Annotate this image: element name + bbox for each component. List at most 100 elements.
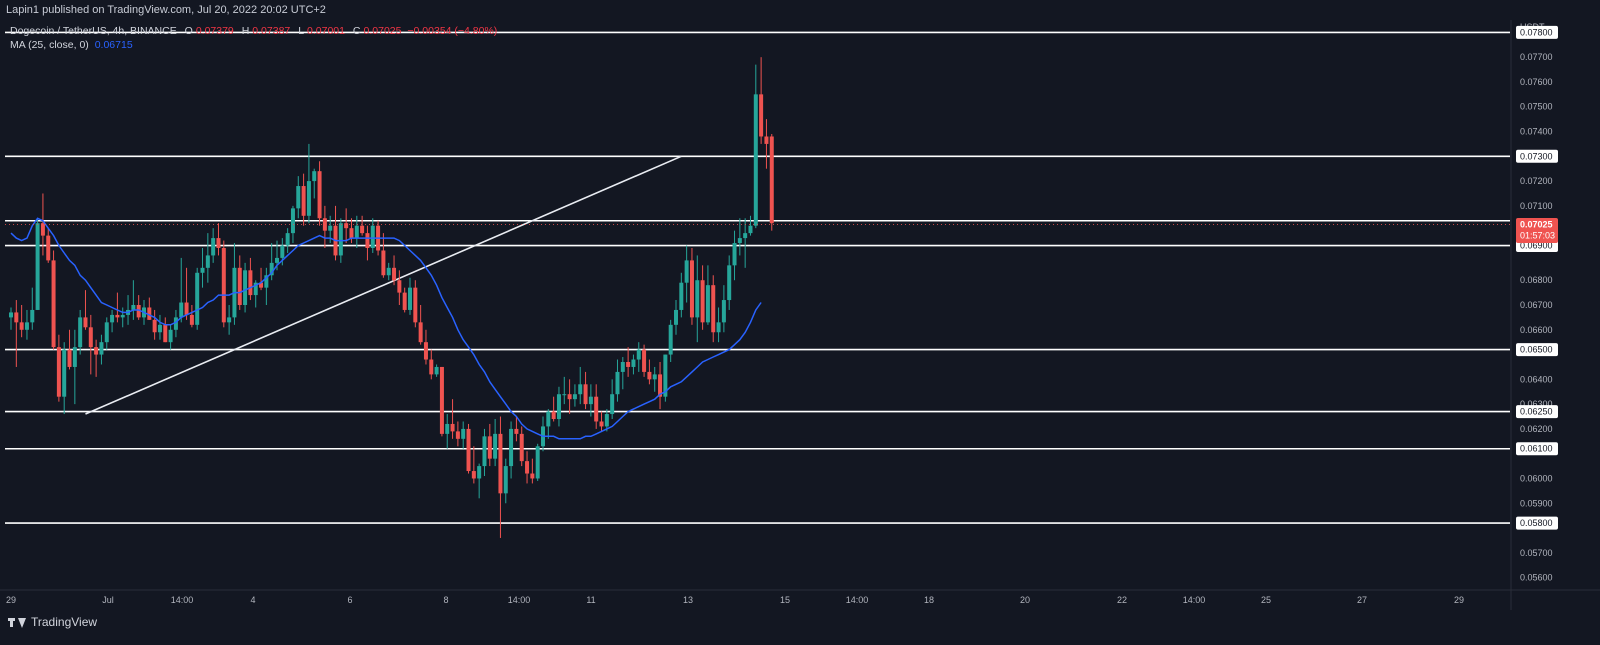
candle-down[interactable] — [418, 305, 423, 345]
candle-down[interactable] — [498, 416, 503, 538]
candle-down[interactable] — [14, 300, 19, 367]
candle-down[interactable] — [152, 309, 157, 340]
candle-down[interactable] — [317, 161, 322, 226]
candle-up[interactable] — [386, 262, 391, 281]
candle-down[interactable] — [689, 248, 694, 325]
candle-up[interactable] — [179, 257, 184, 323]
candle-up[interactable] — [157, 314, 162, 340]
candle-up[interactable] — [684, 245, 689, 303]
candle-down[interactable] — [147, 297, 152, 320]
candle-down[interactable] — [626, 347, 631, 377]
candle-up[interactable] — [556, 386, 561, 427]
candle-up[interactable] — [434, 364, 439, 377]
candle-down[interactable] — [711, 275, 716, 343]
candle-down[interactable] — [567, 379, 572, 415]
candle-up[interactable] — [610, 379, 615, 419]
candle-down[interactable] — [525, 451, 530, 484]
candle-down[interactable] — [551, 396, 556, 422]
candle-up[interactable] — [72, 329, 77, 405]
candle-up[interactable] — [509, 421, 514, 479]
level-price-label[interactable]: 0.07800 — [1516, 25, 1558, 39]
candle-down[interactable] — [40, 193, 45, 256]
candle-up[interactable] — [695, 255, 700, 343]
candle-down[interactable] — [163, 317, 168, 343]
candle-up[interactable] — [668, 319, 673, 362]
candle-down[interactable] — [237, 255, 242, 310]
candle-up[interactable] — [716, 307, 721, 343]
candle-up[interactable] — [408, 277, 412, 315]
level-price-label[interactable]: 0.05800 — [1516, 516, 1558, 530]
candle-up[interactable] — [546, 409, 551, 439]
candle-down[interactable] — [221, 240, 226, 328]
price-chart[interactable]: USDT0.077000.076000.075000.074000.072000… — [0, 0, 1600, 610]
candle-up[interactable] — [679, 272, 684, 318]
candle-up[interactable] — [572, 384, 577, 407]
candle-up[interactable] — [110, 309, 115, 333]
candle-up[interactable] — [631, 354, 636, 375]
candle-up[interactable] — [588, 384, 593, 417]
candle-up[interactable] — [674, 300, 678, 335]
candle-up[interactable] — [24, 309, 29, 340]
candle-down[interactable] — [56, 334, 61, 402]
candle-up[interactable] — [200, 248, 205, 288]
candle-down[interactable] — [83, 290, 88, 330]
candle-up[interactable] — [168, 324, 173, 350]
candle-up[interactable] — [663, 354, 668, 402]
candle-up[interactable] — [306, 143, 311, 224]
candle-up[interactable] — [264, 267, 269, 305]
candle-down[interactable] — [115, 292, 120, 323]
candle-down[interactable] — [647, 359, 652, 385]
moving-average-line[interactable] — [10, 217, 762, 440]
candle-up[interactable] — [120, 307, 125, 328]
candle-up[interactable] — [285, 228, 290, 253]
candle-up[interactable] — [732, 230, 737, 281]
candle-up[interactable] — [9, 307, 13, 330]
candle-up[interactable] — [195, 267, 200, 330]
level-price-label[interactable]: 0.06500 — [1516, 343, 1558, 357]
candle-down[interactable] — [423, 329, 428, 365]
level-price-label[interactable]: 0.07300 — [1516, 149, 1558, 163]
candle-up[interactable] — [35, 218, 40, 310]
candle-up[interactable] — [211, 228, 216, 263]
level-price-label[interactable]: 0.06250 — [1516, 405, 1558, 419]
candle-down[interactable] — [519, 426, 524, 467]
candle-down[interactable] — [88, 314, 93, 375]
candle-down[interactable] — [514, 416, 519, 442]
candle-down[interactable] — [19, 305, 24, 338]
candle-down[interactable] — [413, 280, 418, 328]
candle-up[interactable] — [296, 176, 301, 219]
candle-down[interactable] — [51, 250, 56, 350]
candle-down[interactable] — [360, 215, 365, 236]
candle-up[interactable] — [482, 428, 487, 476]
candle-down[interactable] — [759, 57, 764, 144]
legend-ma-row[interactable]: MA (25, close, 0) 0.06715 — [10, 38, 497, 52]
candle-down[interactable] — [455, 421, 460, 447]
candle-up[interactable] — [62, 342, 67, 415]
legend-symbol-row[interactable]: Dogecoin / TetherUS, 4h, BINANCE O 0.0737… — [10, 24, 497, 38]
candle-down[interactable] — [402, 287, 407, 313]
candle-down[interactable] — [658, 362, 663, 410]
candle-up[interactable] — [503, 458, 508, 504]
candle-up[interactable] — [445, 414, 450, 449]
candle-up[interactable] — [370, 218, 375, 253]
candle-down[interactable] — [46, 228, 51, 263]
candle-up[interactable] — [620, 357, 625, 390]
candle-down[interactable] — [392, 255, 397, 286]
candle-down[interactable] — [189, 305, 194, 328]
candle-up[interactable] — [604, 409, 609, 432]
candle-up[interactable] — [243, 262, 248, 313]
ascending-trendline[interactable] — [85, 155, 682, 415]
candle-up[interactable] — [753, 64, 758, 229]
candle-up[interactable] — [705, 265, 710, 325]
candle-down[interactable] — [344, 208, 349, 244]
candle-down[interactable] — [136, 295, 141, 320]
candle-down[interactable] — [94, 339, 99, 377]
candle-up[interactable] — [727, 255, 732, 310]
candle-up[interactable] — [173, 309, 178, 338]
candle-up[interactable] — [636, 342, 641, 372]
candle-up[interactable] — [99, 334, 104, 365]
candle-up[interactable] — [205, 233, 210, 283]
candle-up[interactable] — [30, 287, 35, 330]
candle-up[interactable] — [354, 215, 359, 248]
